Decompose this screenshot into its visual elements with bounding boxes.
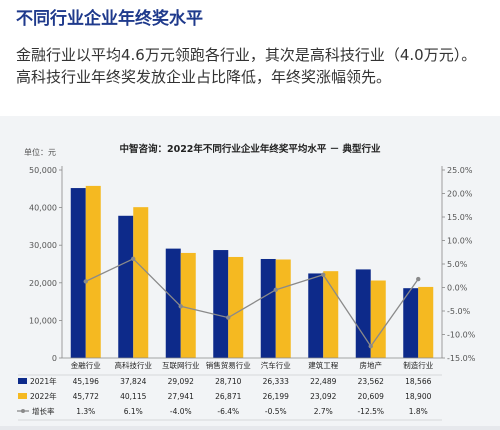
bar-2021 — [308, 273, 324, 358]
chart-card: 中智咨询：2022年不同行业企业年终奖平均水平 － 典型行业 单位：元 0 10,… — [0, 116, 500, 430]
table-value: 26,333 — [263, 377, 289, 386]
right-tick-label: 25.0% — [447, 166, 473, 175]
left-axis: 0 10,000 20,000 30,000 40,000 50,000 — [29, 166, 63, 363]
category-label: 金融行业 — [71, 360, 101, 370]
growth-point — [368, 344, 373, 349]
left-tick-label: 40,000 — [29, 204, 57, 213]
bar-2022 — [85, 185, 101, 358]
right-tick-label: -10.0% — [447, 331, 476, 340]
bar-2021 — [260, 258, 276, 358]
left-tick-label: 50,000 — [29, 166, 57, 175]
right-tick-label: -15.0% — [447, 354, 476, 363]
table-value: 26,199 — [263, 392, 289, 401]
category-label: 高科技行业 — [115, 360, 153, 370]
growth-polyline — [85, 258, 419, 348]
chart-title: 中智咨询：2022年不同行业企业年终奖平均水平 － 典型行业 — [119, 143, 381, 155]
growth-point — [416, 276, 421, 282]
bar-2021 — [355, 269, 371, 358]
chart-svg: 中智咨询：2022年不同行业企业年终奖平均水平 － 典型行业 单位：元 0 10,… — [17, 143, 476, 421]
table-value: 29,092 — [168, 377, 194, 386]
right-axis: 25.0% 20.0% 15.0% 10.0% 5.0% 0.0% -5.0% -10.0% -… — [441, 166, 476, 363]
legend-label: 2021年 — [30, 376, 57, 386]
table-value: -0.5% — [265, 407, 287, 416]
table-value: 6.1% — [124, 407, 143, 416]
category-label: 互联网行业 — [162, 360, 200, 370]
legend-swatch-2022 — [18, 393, 27, 399]
left-tick-label: 30,000 — [29, 241, 57, 250]
table-value: 1.3% — [76, 407, 95, 416]
bar-2021 — [70, 188, 86, 358]
legend-marker-growth — [21, 409, 25, 413]
left-tick-label: 10,000 — [29, 316, 57, 325]
table-value: 26,871 — [215, 392, 241, 401]
category-labels: 金融行业 高科技行业 互联网行业 销售贸易行业 汽车行业 建筑工程 房地产 制造行业 — [71, 360, 434, 370]
left-tick-label: 20,000 — [29, 279, 57, 288]
right-tick-label: 15.0% — [447, 213, 473, 222]
divider — [0, 426, 500, 430]
right-tick-label: 0.0% — [447, 284, 468, 293]
bar-2022 — [275, 259, 291, 358]
category-label: 建筑工程 — [308, 360, 338, 370]
bar-2021 — [118, 215, 134, 358]
bar-2022 — [228, 256, 244, 358]
bar-2022 — [180, 252, 196, 358]
growth-point — [83, 279, 88, 284]
legend-label: 增长率 — [32, 406, 55, 416]
legend-label: 2022年 — [30, 391, 57, 401]
table-value: -4.0% — [170, 407, 192, 416]
table-value: 27,941 — [168, 392, 194, 401]
table-value: -6.4% — [217, 407, 239, 416]
table-value: 45,772 — [73, 392, 99, 401]
right-tick-label: 10.0% — [447, 237, 473, 246]
growth-point — [178, 304, 183, 309]
category-label: 房地产 — [360, 360, 383, 370]
table-value: 22,489 — [310, 377, 336, 386]
unit-label: 单位：元 — [24, 147, 56, 157]
legend-swatch-2021 — [18, 378, 27, 384]
table-value: 40,115 — [120, 392, 146, 401]
category-label: 制造行业 — [403, 360, 433, 370]
bar-2022 — [418, 286, 434, 358]
table-value: 37,824 — [120, 377, 146, 386]
bar-2022 — [323, 271, 339, 358]
growth-point — [273, 287, 278, 293]
growth-point — [321, 272, 326, 278]
page-title: 不同行业企业年终奖水平 — [16, 9, 203, 29]
category-label: 销售贸易行业 — [206, 360, 251, 370]
growth-line — [83, 256, 421, 349]
table-value: 28,710 — [215, 377, 241, 386]
bar-2021 — [403, 288, 419, 358]
bars — [62, 185, 442, 359]
table-value: 18,900 — [405, 392, 431, 401]
right-tick-label: -5.0% — [447, 307, 471, 316]
table-value: 18,566 — [405, 377, 431, 386]
table-value: -12.5% — [357, 407, 384, 416]
right-tick-label: 5.0% — [447, 260, 468, 269]
growth-point — [226, 315, 231, 320]
bar-2021 — [213, 250, 229, 358]
table-value: 45,196 — [73, 377, 99, 386]
bar-2021 — [165, 248, 181, 358]
growth-point — [131, 256, 136, 262]
table-value: 2.7% — [314, 407, 333, 416]
category-label: 汽车行业 — [261, 360, 291, 370]
table-value: 20,609 — [358, 392, 384, 401]
table-value: 23,092 — [310, 392, 336, 401]
right-tick-label: 20.0% — [447, 190, 473, 199]
bar-2022 — [133, 207, 149, 358]
table-value: 1.8% — [409, 407, 428, 416]
bar-2022 — [370, 280, 386, 358]
left-tick-label: 0 — [52, 354, 57, 363]
summary-text: 金融行业以平均4.6万元领跑各行业，其次是高科技行业（4.0万元）。高科技行业年… — [16, 46, 477, 86]
table-value: 23,562 — [358, 377, 384, 386]
